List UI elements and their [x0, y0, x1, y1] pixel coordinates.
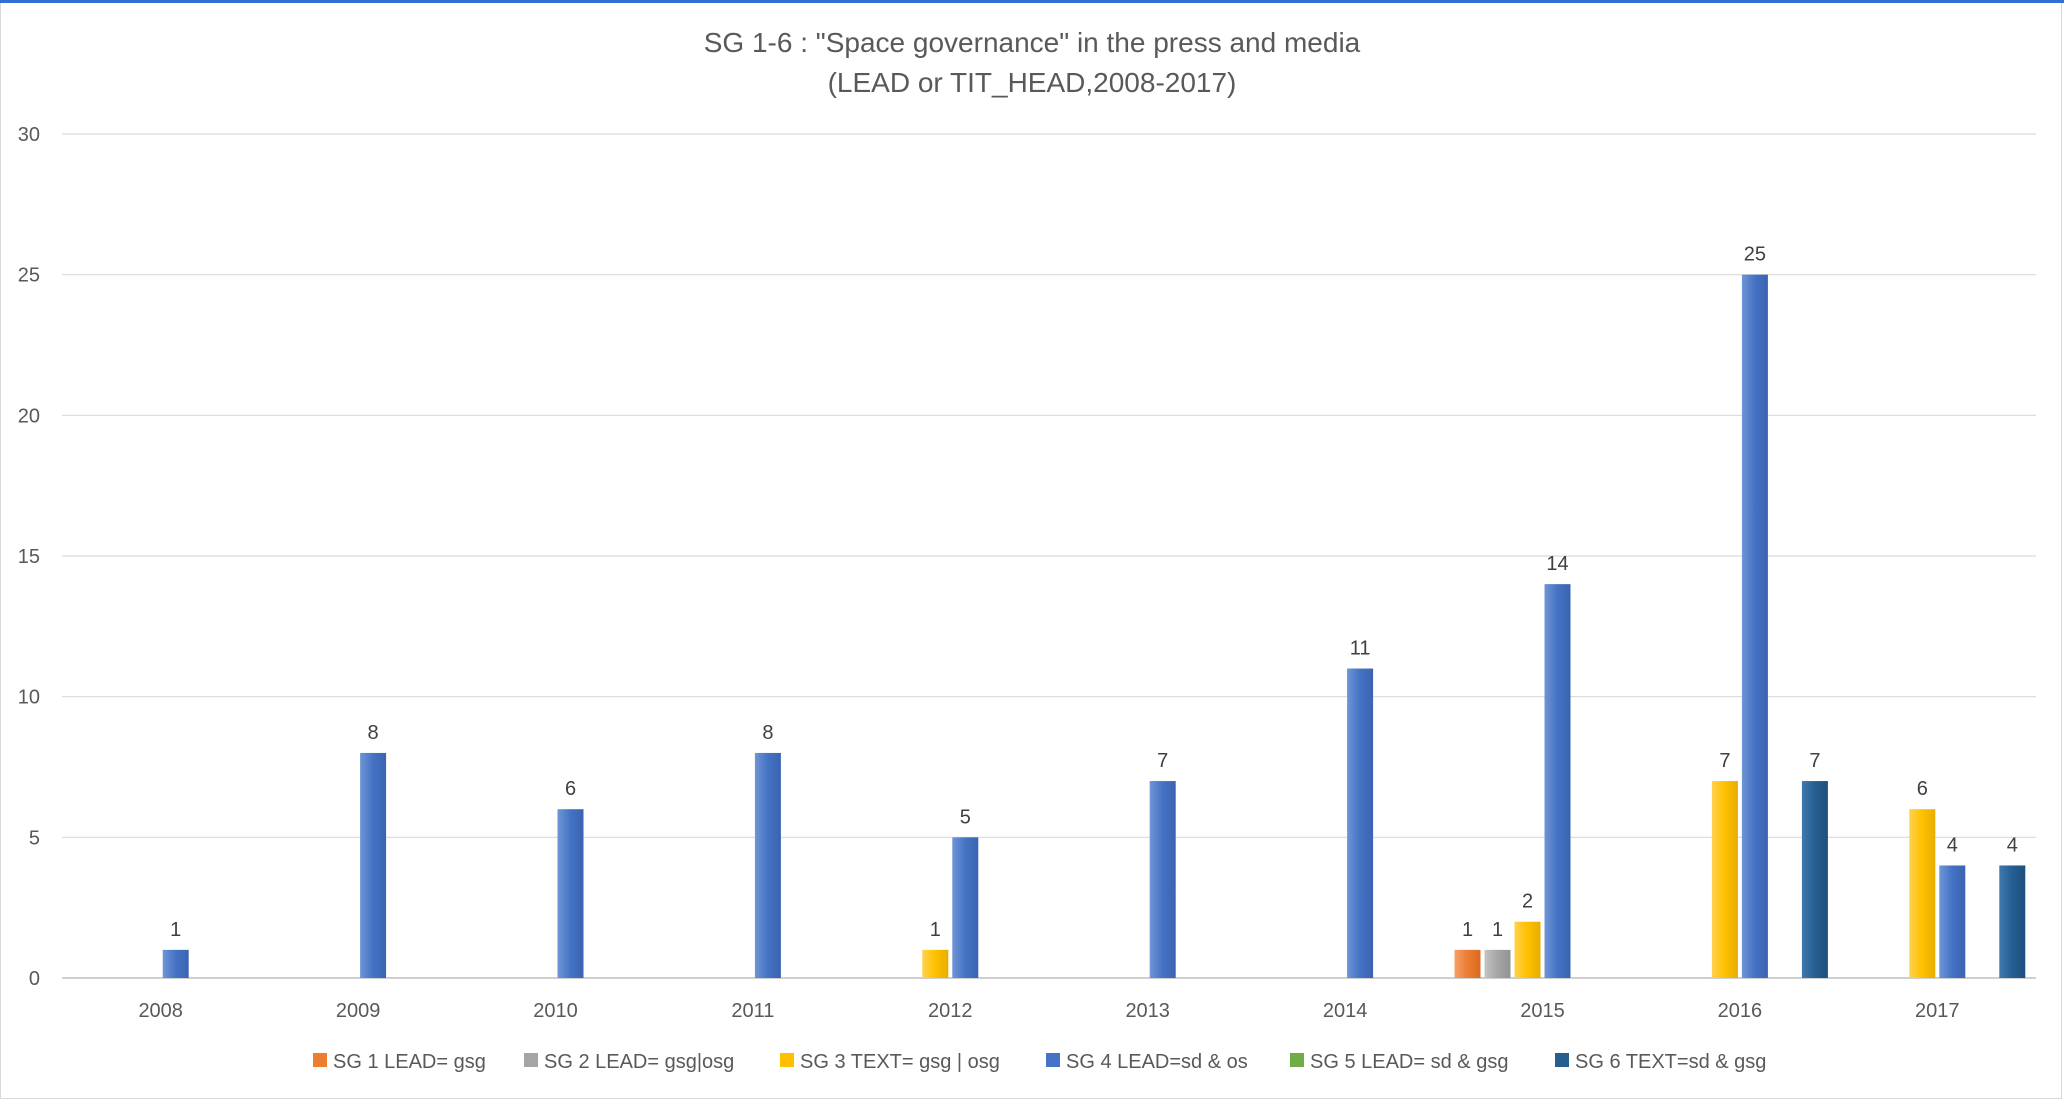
bar-2015-s2	[1484, 949, 1511, 978]
chart-frame	[0, 3, 2062, 1099]
data-label: 1	[170, 919, 181, 941]
data-label: 7	[1809, 750, 1820, 772]
legend-swatch	[780, 1053, 794, 1067]
legend-label: SG 2 LEAD= gsg|osg	[544, 1051, 734, 1073]
x-axis-ticks: 2008 2009 2010 2011 2012 2013 2014 2015 2016 2017	[138, 1000, 1959, 1022]
legend-swatch	[313, 1053, 327, 1067]
bar-2011-s4	[754, 752, 781, 978]
chart-title: SG 1-6 : "Space governance" in the press…	[704, 27, 1361, 58]
legend-swatch	[1555, 1053, 1569, 1067]
data-label: 5	[960, 806, 971, 828]
bar-2015-s3	[1514, 921, 1541, 978]
legend-label: SG 6 TEXT=sd & gsg	[1575, 1051, 1766, 1073]
legend-label: SG 3 TEXT= gsg | osg	[800, 1051, 1000, 1073]
legend-label: SG 5 LEAD= sd & gsg	[1310, 1051, 1508, 1073]
legend-label: SG 4 LEAD=sd & os	[1066, 1051, 1248, 1073]
x-tick-label: 2008	[138, 1000, 183, 1022]
x-tick-label: 2013	[1125, 1000, 1170, 1022]
y-tick-label: 20	[18, 405, 40, 427]
legend-swatch	[524, 1053, 538, 1067]
x-tick-label: 2014	[1323, 1000, 1368, 1022]
bar-2016-s4	[1741, 274, 1768, 979]
data-label: 7	[1157, 750, 1168, 772]
y-tick-label: 0	[29, 968, 40, 990]
y-tick-label: 30	[18, 124, 40, 146]
bar-2015-s1	[1454, 949, 1481, 978]
bar-2017-s4	[1939, 865, 1966, 978]
bar-2016-s3	[1711, 781, 1738, 978]
data-label: 1	[1492, 919, 1503, 941]
data-label: 1	[1462, 919, 1473, 941]
y-axis-ticks: 0 5 10 15 20 25 30	[18, 124, 40, 990]
data-label: 14	[1546, 553, 1568, 575]
top-accent-line	[0, 0, 2064, 3]
data-label: 4	[2007, 834, 2018, 856]
x-tick-label: 2015	[1520, 1000, 1565, 1022]
bar-2017-s6	[1999, 865, 2026, 978]
gridlines	[62, 133, 2036, 979]
legend-swatch	[1290, 1053, 1304, 1067]
data-label: 4	[1947, 834, 1958, 856]
x-tick-label: 2010	[533, 1000, 578, 1022]
x-tick-label: 2016	[1718, 1000, 1763, 1022]
y-tick-label: 15	[18, 546, 40, 568]
bar-2012-s4	[952, 837, 979, 978]
data-label: 8	[368, 722, 379, 744]
data-label: 8	[762, 722, 773, 744]
legend-swatch	[1046, 1053, 1060, 1067]
data-label: 25	[1744, 244, 1766, 266]
bar-2008-s4	[162, 949, 189, 978]
y-tick-label: 5	[29, 827, 40, 849]
y-tick-label: 25	[18, 265, 40, 287]
x-tick-label: 2012	[928, 1000, 973, 1022]
bar-2009-s4	[360, 752, 387, 978]
chart-subtitle: (LEAD or TIT_HEAD,2008-2017)	[828, 67, 1237, 98]
bar-2013-s4	[1149, 781, 1176, 978]
bar-2014-s4	[1347, 668, 1374, 978]
legend-label: SG 1 LEAD= gsg	[333, 1051, 486, 1073]
legend: SG 1 LEAD= gsg SG 2 LEAD= gsg|osg SG 3 TEX…	[313, 1051, 1766, 1073]
data-label: 6	[565, 778, 576, 800]
x-tick-label: 2009	[336, 1000, 381, 1022]
data-label: 11	[1350, 638, 1371, 660]
bar-2015-s4	[1544, 584, 1571, 978]
bar-2017-s3	[1909, 809, 1936, 978]
data-label: 2	[1522, 891, 1533, 913]
y-tick-label: 10	[18, 687, 40, 709]
bar-2016-s6	[1801, 781, 1828, 978]
data-label: 6	[1917, 778, 1928, 800]
data-label: 1	[930, 919, 941, 941]
x-tick-label: 2011	[731, 1000, 774, 1022]
x-tick-label: 2017	[1915, 1000, 1960, 1022]
data-label: 7	[1719, 750, 1730, 772]
bar-2012-s3	[922, 949, 949, 978]
bar-2010-s4	[557, 809, 584, 978]
bars	[162, 274, 2026, 979]
